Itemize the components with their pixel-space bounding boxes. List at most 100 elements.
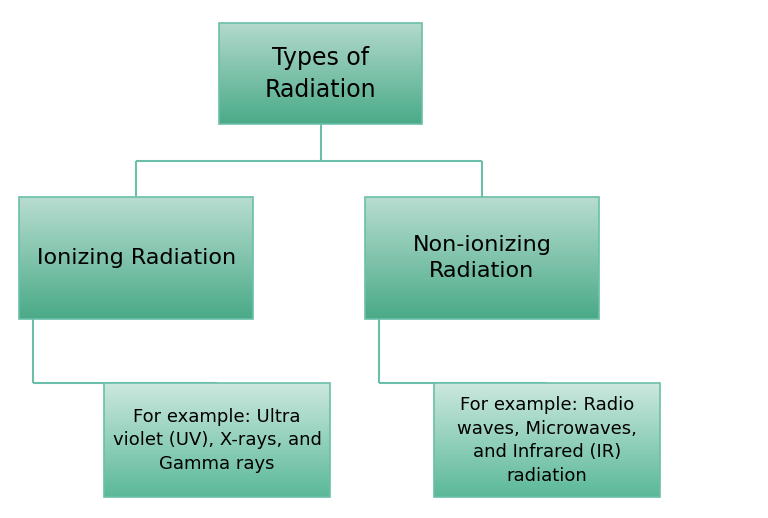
Bar (219, 104, 422, 105)
Bar (219, 28, 422, 30)
Bar (219, 71, 422, 73)
Bar (434, 489, 660, 490)
Bar (19, 205, 253, 206)
Bar (104, 476, 330, 478)
Bar (365, 315, 599, 317)
Bar (434, 386, 660, 387)
Bar (434, 391, 660, 392)
Bar (219, 116, 422, 117)
Bar (104, 383, 330, 497)
Bar (365, 246, 599, 247)
Bar (219, 112, 422, 113)
Bar (434, 465, 660, 466)
Bar (219, 59, 422, 60)
Bar (104, 398, 330, 399)
Bar (365, 208, 599, 209)
Bar (219, 57, 422, 59)
Bar (365, 281, 599, 282)
Bar (104, 463, 330, 465)
Bar (104, 470, 330, 471)
Bar (219, 89, 422, 90)
Bar (219, 26, 422, 27)
Bar (219, 92, 422, 93)
Bar (219, 33, 422, 35)
Bar (434, 482, 660, 483)
Bar (219, 95, 422, 96)
Bar (434, 383, 660, 497)
Bar (434, 452, 660, 453)
Bar (104, 446, 330, 448)
Bar (365, 261, 599, 262)
Bar (104, 403, 330, 405)
Bar (104, 432, 330, 433)
Bar (219, 66, 422, 67)
Bar (434, 389, 660, 391)
Bar (434, 479, 660, 480)
Bar (104, 484, 330, 486)
Bar (365, 286, 599, 288)
Bar (365, 206, 599, 208)
Bar (19, 241, 253, 242)
Bar (365, 275, 599, 276)
Bar (19, 271, 253, 273)
Bar (365, 215, 599, 217)
Bar (219, 100, 422, 102)
Bar (19, 296, 253, 297)
Bar (434, 484, 660, 486)
Bar (365, 268, 599, 270)
Bar (19, 212, 253, 213)
Bar (365, 242, 599, 244)
Bar (365, 200, 599, 202)
Bar (104, 385, 330, 386)
Bar (104, 479, 330, 480)
Bar (19, 221, 253, 223)
Bar (365, 276, 599, 278)
Text: Ionizing Radiation: Ionizing Radiation (37, 248, 236, 268)
Bar (19, 215, 253, 217)
Bar (434, 450, 660, 452)
Bar (434, 444, 660, 446)
Bar (434, 437, 660, 439)
Bar (104, 489, 330, 490)
Bar (365, 221, 599, 223)
Bar (219, 53, 422, 55)
Bar (19, 304, 253, 305)
Bar (104, 450, 330, 452)
Bar (104, 466, 330, 467)
Bar (365, 288, 599, 290)
Bar (365, 233, 599, 235)
Bar (365, 238, 599, 239)
Bar (434, 421, 660, 422)
Bar (434, 455, 660, 456)
Bar (365, 205, 599, 206)
Bar (365, 235, 599, 236)
Bar (19, 305, 253, 306)
Bar (104, 469, 330, 470)
Bar (365, 300, 599, 302)
Bar (19, 236, 253, 238)
Bar (365, 278, 599, 279)
Bar (434, 480, 660, 482)
Bar (365, 241, 599, 242)
Bar (104, 487, 330, 489)
Bar (365, 197, 599, 319)
Bar (434, 427, 660, 429)
Bar (219, 74, 422, 75)
Bar (219, 63, 422, 64)
Bar (365, 262, 599, 264)
Bar (365, 312, 599, 314)
Bar (434, 385, 660, 386)
Bar (104, 393, 330, 395)
Bar (104, 422, 330, 423)
Bar (19, 256, 253, 258)
Bar (104, 427, 330, 429)
Bar (19, 223, 253, 224)
Bar (365, 267, 599, 268)
Bar (434, 426, 660, 427)
Bar (434, 405, 660, 406)
Bar (19, 275, 253, 276)
Bar (19, 315, 253, 317)
Bar (219, 64, 422, 65)
Bar (365, 253, 599, 255)
Bar (434, 460, 660, 462)
